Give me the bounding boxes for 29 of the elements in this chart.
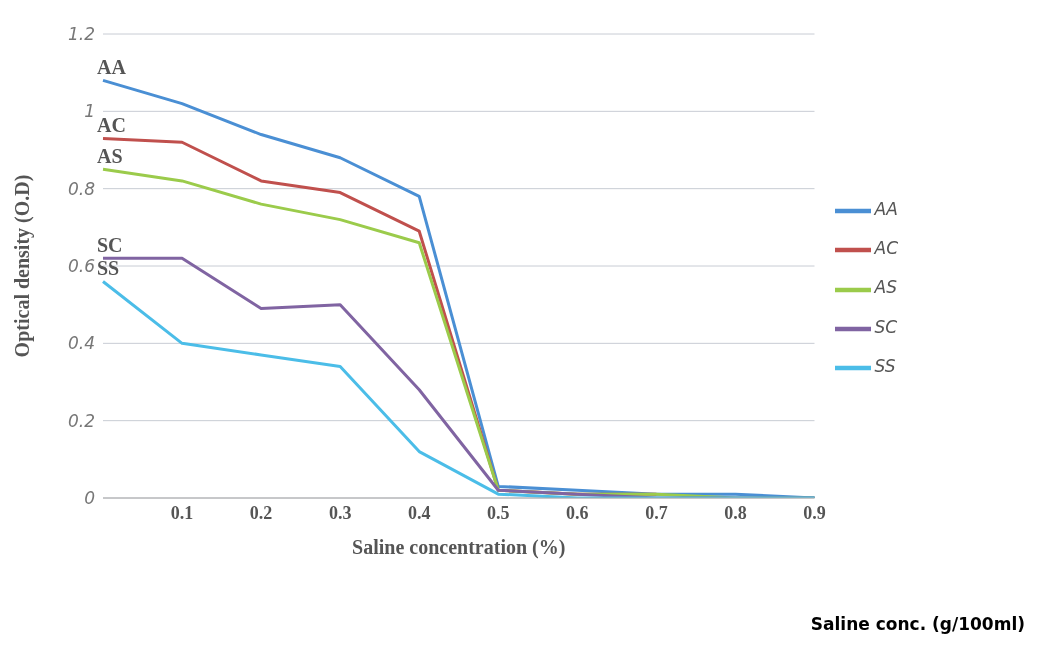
y-tick-label: 1.2: [67, 24, 95, 45]
y-tick-label: 1: [84, 101, 95, 122]
x-tick-label: 0.8: [724, 502, 747, 523]
annotation: SS: [97, 257, 120, 280]
annotation: AA: [97, 56, 127, 79]
x-axis-title: Saline concentration (%): [352, 536, 566, 559]
x-tick-label: 0.7: [645, 502, 668, 523]
x-tick-label: 0.2: [249, 502, 273, 523]
annotation: AC: [97, 114, 126, 137]
annotation: SC: [97, 234, 123, 257]
x-tick-label: 0.6: [566, 502, 589, 523]
y-tick-label: 0.6: [67, 256, 96, 277]
legend-label: SC: [874, 316, 898, 337]
x-tick-label: 0.3: [328, 502, 352, 523]
y-tick-label: 0.4: [67, 333, 95, 354]
x-tick-label: 0.4: [407, 502, 431, 523]
legend-label: AS: [874, 277, 897, 298]
legend-label: SS: [874, 355, 896, 376]
y-axis-title: Optical density (O.D): [11, 174, 35, 358]
y-tick-label: 0.8: [67, 178, 96, 199]
legend-label: AA: [874, 198, 898, 219]
legend-label: AC: [874, 238, 898, 258]
y-tick-label: 0: [84, 488, 95, 509]
x-tick-label: 0.9: [803, 502, 826, 523]
annotation: AS: [97, 145, 123, 168]
text: Saline conc. (g/100ml): [810, 614, 1025, 634]
x-tick-label: 0.5: [487, 502, 510, 523]
x-tick-label: 0.1: [170, 502, 194, 523]
y-tick-label: 0.2: [67, 410, 95, 431]
